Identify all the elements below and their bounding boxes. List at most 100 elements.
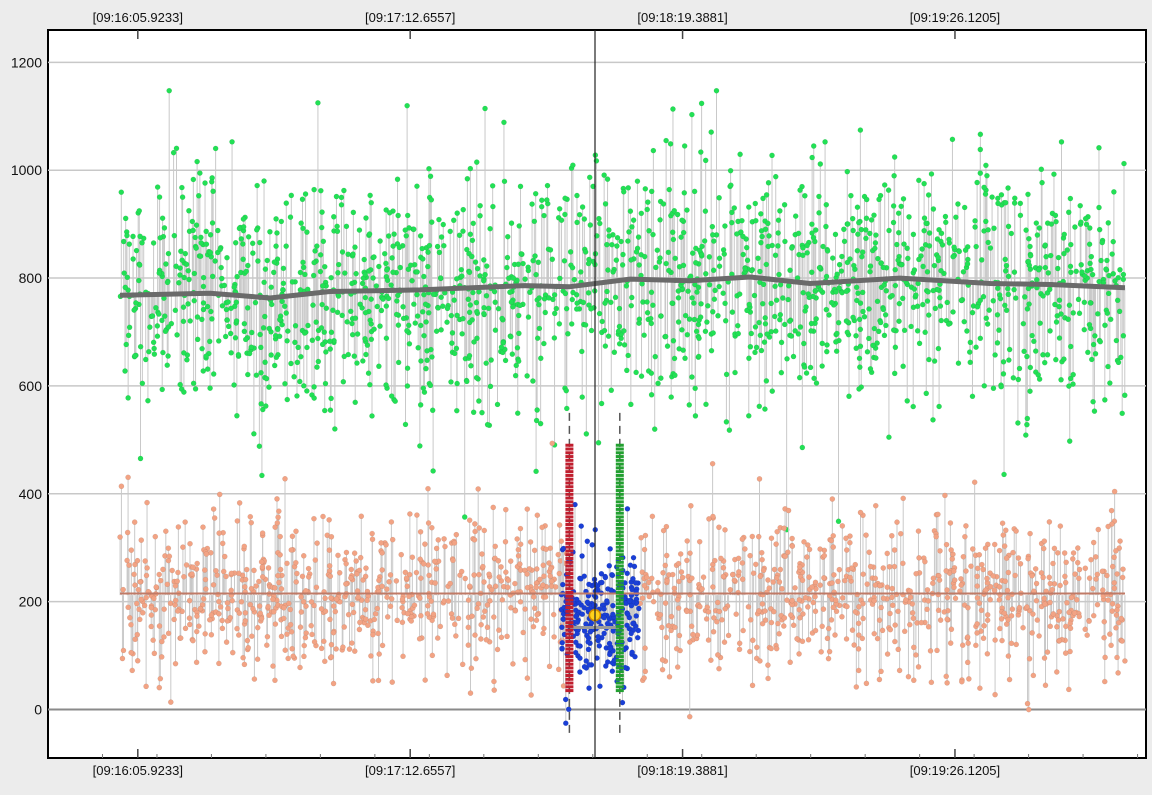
data-point <box>786 283 791 288</box>
data-point <box>344 224 349 229</box>
data-point <box>775 243 780 248</box>
data-point <box>247 351 252 356</box>
data-point <box>899 204 904 209</box>
data-point <box>1065 247 1070 252</box>
data-point <box>855 205 860 210</box>
data-point <box>208 232 213 237</box>
data-point <box>658 313 663 318</box>
data-point <box>797 188 802 193</box>
data-point <box>1024 228 1029 233</box>
data-point <box>499 345 504 350</box>
data-point <box>863 236 868 241</box>
data-point <box>1116 360 1121 365</box>
data-point <box>157 270 162 275</box>
data-point <box>809 222 814 227</box>
data-point <box>147 325 152 330</box>
data-point <box>1036 267 1041 272</box>
data-point <box>881 307 886 312</box>
data-point <box>791 354 796 359</box>
data-point <box>743 266 748 271</box>
data-point <box>1004 308 1009 313</box>
data-point <box>687 402 692 407</box>
data-point <box>396 213 401 218</box>
data-point <box>222 283 227 288</box>
data-point <box>1053 219 1058 224</box>
data-point <box>642 333 647 338</box>
data-point <box>589 328 594 333</box>
data-point <box>617 324 622 329</box>
data-point <box>331 214 336 219</box>
data-point <box>866 336 871 341</box>
data-point <box>1111 239 1116 244</box>
data-point <box>927 243 932 248</box>
data-point <box>1042 360 1047 365</box>
data-point <box>915 328 920 333</box>
data-point <box>444 320 449 325</box>
data-point <box>236 352 241 357</box>
data-point <box>986 227 991 232</box>
data-point <box>758 240 763 245</box>
data-point <box>698 301 703 306</box>
data-point <box>696 354 701 359</box>
data-point <box>545 183 550 188</box>
data-point <box>745 258 750 263</box>
data-point <box>517 223 522 228</box>
data-point <box>1071 310 1076 315</box>
data-point <box>603 343 608 348</box>
data-point <box>159 318 164 323</box>
data-point <box>160 387 165 392</box>
data-point <box>362 336 367 341</box>
data-point <box>516 262 521 267</box>
data-point <box>834 349 839 354</box>
data-point <box>184 262 189 267</box>
data-point <box>1121 333 1126 338</box>
data-point <box>201 284 206 289</box>
data-point <box>380 296 385 301</box>
data-point <box>215 228 220 233</box>
data-point <box>357 227 362 232</box>
data-point <box>294 393 299 398</box>
data-point <box>1015 420 1020 425</box>
data-point <box>315 100 320 105</box>
data-point <box>936 404 941 409</box>
data-point <box>906 214 911 219</box>
data-point <box>475 266 480 271</box>
data-point <box>805 243 810 248</box>
data-point <box>1026 259 1031 264</box>
data-point <box>905 256 910 261</box>
data-point <box>1068 264 1073 269</box>
data-point <box>208 309 213 314</box>
data-point <box>896 319 901 324</box>
data-point <box>657 217 662 222</box>
data-point <box>228 331 233 336</box>
data-point <box>712 297 717 302</box>
data-point <box>328 346 333 351</box>
data-point <box>851 228 856 233</box>
data-point <box>905 398 910 403</box>
data-point <box>803 304 808 309</box>
data-point <box>411 302 416 307</box>
data-point <box>837 262 842 267</box>
data-point <box>703 402 708 407</box>
data-point <box>476 398 481 403</box>
data-point <box>929 171 934 176</box>
data-point <box>975 180 980 185</box>
data-point <box>194 246 199 251</box>
data-point <box>190 219 195 224</box>
data-point <box>484 293 489 298</box>
data-point <box>1122 393 1127 398</box>
data-point <box>682 143 687 148</box>
data-point <box>824 202 829 207</box>
data-point <box>637 317 642 322</box>
data-point <box>1034 220 1039 225</box>
data-point <box>488 226 493 231</box>
data-point <box>353 316 358 321</box>
data-point <box>998 296 1003 301</box>
data-point <box>224 307 229 312</box>
data-point <box>826 312 831 317</box>
data-point <box>884 288 889 293</box>
data-point <box>301 265 306 270</box>
data-point <box>809 321 814 326</box>
data-point <box>1091 342 1096 347</box>
data-point <box>441 222 446 227</box>
